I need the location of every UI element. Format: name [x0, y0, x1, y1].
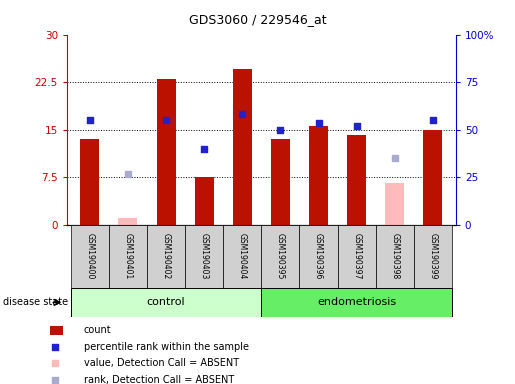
- Text: GSM190404: GSM190404: [238, 233, 247, 280]
- Point: [353, 123, 361, 129]
- Text: disease state: disease state: [3, 297, 67, 308]
- Bar: [271, 139, 290, 225]
- Point: [238, 111, 246, 117]
- Bar: [261, 225, 300, 288]
- Point: [391, 155, 399, 161]
- Text: GSM190399: GSM190399: [428, 233, 437, 280]
- Bar: [300, 225, 338, 288]
- Point: [52, 360, 60, 366]
- Bar: [185, 225, 223, 288]
- Bar: [376, 225, 414, 288]
- Point: [162, 117, 170, 123]
- Text: GDS3060 / 229546_at: GDS3060 / 229546_at: [188, 13, 327, 26]
- Text: value, Detection Call = ABSENT: value, Detection Call = ABSENT: [84, 358, 239, 368]
- Bar: [261, 288, 452, 317]
- Text: percentile rank within the sample: percentile rank within the sample: [84, 342, 249, 352]
- Bar: [347, 135, 366, 225]
- Text: GSM190402: GSM190402: [162, 233, 170, 280]
- Bar: [223, 225, 261, 288]
- Bar: [195, 177, 214, 225]
- Point: [52, 376, 60, 382]
- Bar: [309, 126, 328, 225]
- Point: [85, 117, 94, 123]
- Bar: [109, 225, 147, 288]
- Bar: [338, 225, 376, 288]
- Bar: [71, 225, 109, 288]
- Bar: [118, 218, 138, 225]
- Text: GSM190400: GSM190400: [85, 233, 94, 280]
- Bar: [233, 70, 252, 225]
- Text: GSM190395: GSM190395: [276, 233, 285, 280]
- Text: GSM190396: GSM190396: [314, 233, 323, 280]
- Point: [315, 120, 323, 126]
- Bar: [423, 130, 442, 225]
- Bar: [50, 326, 63, 334]
- Text: GSM190398: GSM190398: [390, 233, 399, 280]
- Text: control: control: [147, 297, 185, 308]
- Bar: [385, 184, 404, 225]
- Point: [429, 117, 437, 123]
- Point: [52, 344, 60, 350]
- Text: GSM190397: GSM190397: [352, 233, 361, 280]
- Text: endometriosis: endometriosis: [317, 297, 396, 308]
- Text: GSM190403: GSM190403: [200, 233, 209, 280]
- Bar: [414, 225, 452, 288]
- Bar: [80, 139, 99, 225]
- Point: [124, 171, 132, 177]
- Text: GSM190401: GSM190401: [124, 233, 132, 280]
- Bar: [147, 225, 185, 288]
- Point: [200, 146, 208, 152]
- Text: count: count: [84, 325, 111, 335]
- Text: rank, Detection Call = ABSENT: rank, Detection Call = ABSENT: [84, 374, 234, 384]
- Bar: [71, 288, 261, 317]
- Point: [277, 127, 285, 133]
- Bar: [157, 79, 176, 225]
